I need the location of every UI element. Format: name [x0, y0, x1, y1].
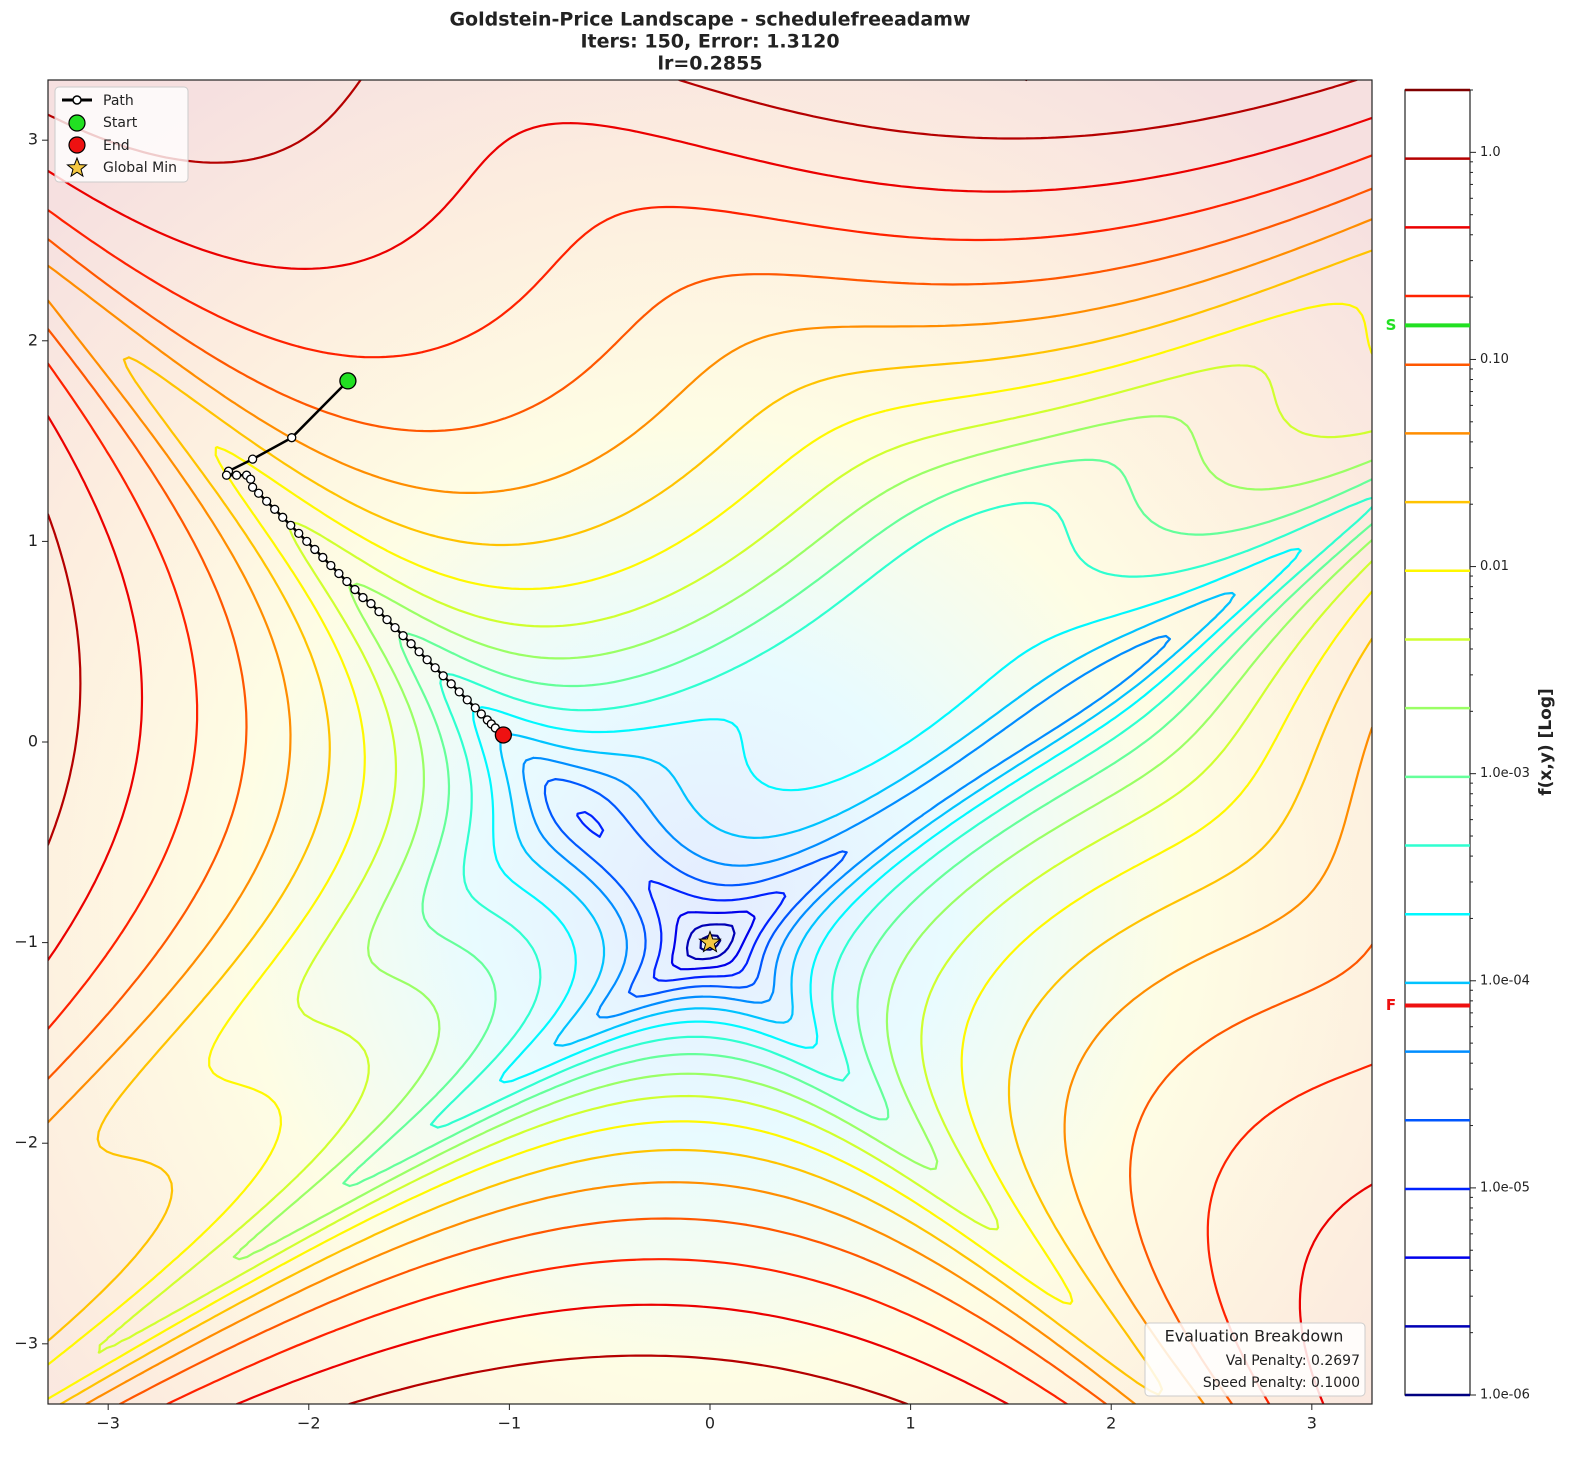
x-tick-label: 0 — [705, 1414, 715, 1433]
path-point — [302, 536, 312, 547]
y-tick-label: −3 — [14, 1333, 38, 1352]
evaluation-line: Val Penalty: 0.2697 — [1226, 1353, 1360, 1369]
x-tick-label: 2 — [1106, 1414, 1116, 1433]
title-line: lr=0.2855 — [657, 53, 762, 75]
path-point — [221, 470, 232, 480]
contour-line — [543, 778, 848, 998]
path-point — [350, 584, 360, 595]
legend-label: Path — [103, 93, 134, 109]
path-point — [262, 496, 272, 506]
legend-label: End — [103, 138, 130, 154]
path-point — [476, 709, 486, 719]
contour-line — [670, 910, 756, 971]
x-tick-label: 3 — [1307, 1414, 1317, 1433]
path-point — [294, 528, 304, 539]
path-point — [334, 568, 344, 579]
path-point — [231, 470, 242, 480]
path-point — [247, 454, 258, 464]
path-point — [374, 606, 384, 617]
path-point — [382, 614, 392, 625]
path-point — [253, 488, 264, 498]
path-point — [454, 687, 464, 697]
contour-line — [522, 634, 1171, 1019]
path-point — [438, 671, 448, 681]
path-point — [287, 433, 297, 443]
contour-line — [48, 302, 1372, 1400]
colorbar-marker-label: F — [1386, 996, 1396, 1014]
path-point — [446, 679, 456, 689]
path-point — [342, 576, 352, 587]
legend-marker — [68, 136, 86, 154]
contour-line — [429, 496, 1372, 1129]
path-point — [414, 647, 424, 657]
legend-marker — [72, 95, 82, 105]
path-point — [270, 504, 280, 514]
colorbar-tick-label: 1.0e-05 — [1480, 1180, 1530, 1195]
y-tick-label: 0 — [28, 732, 38, 751]
y-tick-label: −1 — [14, 932, 38, 951]
contour-line — [499, 591, 1236, 1047]
contour-line — [48, 218, 1372, 1404]
path-point — [245, 474, 256, 484]
contour-line — [48, 154, 1372, 1404]
title-line: Iters: 150, Error: 1.3120 — [580, 31, 839, 53]
legend-label: Global Min — [103, 160, 177, 176]
path-point — [247, 482, 258, 492]
y-tick-label: −2 — [14, 1133, 38, 1152]
path-point — [318, 552, 328, 563]
contour-line — [472, 547, 1302, 1084]
path-point — [326, 560, 336, 571]
legend: Path Start End Global Min — [54, 86, 189, 183]
contour-line — [342, 458, 1372, 1188]
y-tick-label: 1 — [28, 531, 38, 550]
colorbar-label: f(x,y) [Log] — [1536, 688, 1556, 796]
evaluation-line: Speed Penalty: 0.1000 — [1203, 1375, 1360, 1391]
evaluation-frame — [1144, 1322, 1366, 1397]
path-point — [390, 623, 400, 633]
contour-line — [97, 364, 1372, 1354]
colorbar-tick-label: 1.0e-04 — [1480, 973, 1530, 988]
y-tick-label: 3 — [28, 130, 38, 149]
x-tick-label: −1 — [498, 1414, 522, 1433]
path-point — [366, 598, 376, 609]
contour-line — [576, 811, 787, 982]
legend-box — [54, 86, 189, 183]
colorbar-tick-label: 1.0e-03 — [1480, 766, 1530, 781]
title-line: Goldstein-Price Landscape - schedulefree… — [449, 9, 970, 31]
path-point — [310, 544, 320, 555]
path-point — [462, 695, 472, 705]
y-tick-label: 2 — [28, 330, 38, 349]
legend-label: Start — [103, 115, 138, 131]
colorbar-tick-label: 1.0e-06 — [1480, 1388, 1530, 1403]
path-point — [406, 639, 416, 649]
x-tick-label: −3 — [96, 1414, 120, 1433]
colorbar-tick-label: 1.0 — [1480, 145, 1501, 160]
colorbar-tick-label: 0.01 — [1480, 559, 1509, 574]
contours — [48, 80, 1372, 1404]
x-tick-label: −2 — [297, 1414, 321, 1433]
path-point — [398, 631, 408, 641]
evaluation-box: Evaluation Breakdown Val Penalty: 0.2697… — [1144, 1322, 1366, 1397]
legend-marker — [68, 114, 86, 132]
path-point — [286, 520, 296, 530]
contour-line — [685, 923, 736, 961]
colorbar-frame — [1404, 89, 1471, 1396]
path-point — [430, 663, 440, 673]
x-tick-label: 1 — [906, 1414, 916, 1433]
legend-marker — [66, 156, 88, 178]
path-point — [278, 512, 288, 522]
contour-line — [232, 415, 1372, 1261]
end-marker — [494, 726, 513, 744]
path-point — [422, 655, 432, 665]
start-marker — [339, 372, 357, 390]
colorbar-marker-label: S — [1386, 316, 1397, 334]
path-point — [470, 703, 480, 713]
evaluation-title: Evaluation Breakdown — [1165, 1327, 1344, 1346]
colorbar-tick-label: 0.10 — [1480, 352, 1509, 367]
global-min-marker — [698, 930, 722, 953]
path-point — [358, 592, 368, 603]
